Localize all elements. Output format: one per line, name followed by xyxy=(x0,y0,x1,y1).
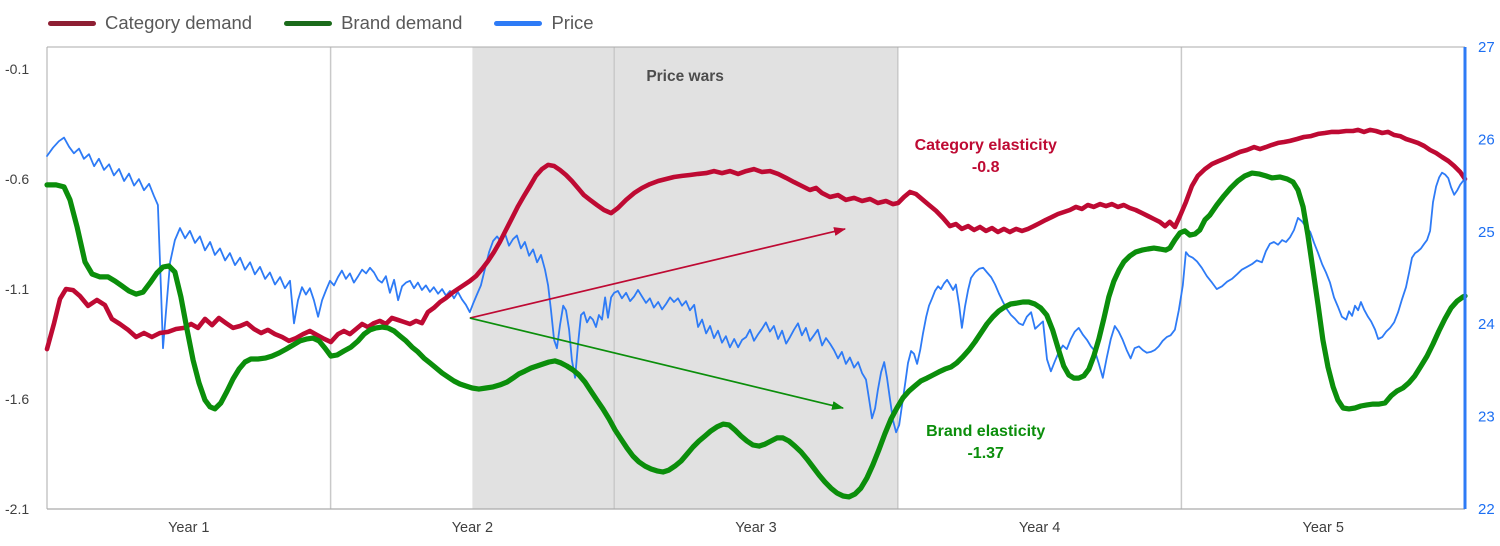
legend-item-brand-demand[interactable]: Brand demand xyxy=(284,12,463,33)
series-line-brand-demand xyxy=(44,170,1468,500)
price-line-swatch-icon xyxy=(494,20,543,26)
legend-label: Category demand xyxy=(105,12,253,33)
category-elasticity-label: Category elasticity -0.8 xyxy=(915,137,1057,176)
right-axis-tick: 24 xyxy=(1478,316,1495,333)
brand-elasticity-label: Brand elasticity -1.37 xyxy=(926,423,1045,462)
right-axis-tick: 26 xyxy=(1478,131,1495,148)
legend-item-price[interactable]: Price xyxy=(494,12,594,33)
right-axis-tick: 27 xyxy=(1478,39,1495,56)
left-axis-tick: -1.1 xyxy=(5,281,29,297)
x-axis-label-year-2: Year 2 xyxy=(452,520,493,536)
x-axis-label-year-3: Year 3 xyxy=(735,520,776,536)
legend-label: Brand demand xyxy=(341,12,463,33)
left-axis-tick: -2.1 xyxy=(5,501,29,517)
series-line-price xyxy=(46,136,1466,434)
legend: Category demand Brand demand Price xyxy=(48,12,594,33)
brand-trend-arrow xyxy=(469,317,845,410)
legend-label: Price xyxy=(551,12,594,33)
x-axis-label-year-1: Year 1 xyxy=(168,520,209,536)
price-wars-shaded-region xyxy=(472,47,898,509)
brand-demand-line-swatch-icon xyxy=(284,20,333,26)
left-axis-tick: -1.6 xyxy=(5,391,29,407)
left-axis-tick: -0.1 xyxy=(5,61,29,77)
price-wars-label: Price wars xyxy=(646,68,724,85)
right-axis-tick: 23 xyxy=(1478,409,1495,426)
left-axis-tick: -0.6 xyxy=(5,171,29,187)
x-axis-label-year-5: Year 5 xyxy=(1303,520,1344,536)
category-demand-line-swatch-icon xyxy=(48,20,96,26)
category-trend-arrow xyxy=(469,227,847,319)
right-axis-tick: 22 xyxy=(1478,501,1495,518)
series-line-category-demand xyxy=(44,127,1468,352)
legend-item-category-demand[interactable]: Category demand xyxy=(48,12,253,33)
x-axis-label-year-4: Year 4 xyxy=(1019,520,1060,536)
right-axis-tick: 25 xyxy=(1478,224,1495,241)
